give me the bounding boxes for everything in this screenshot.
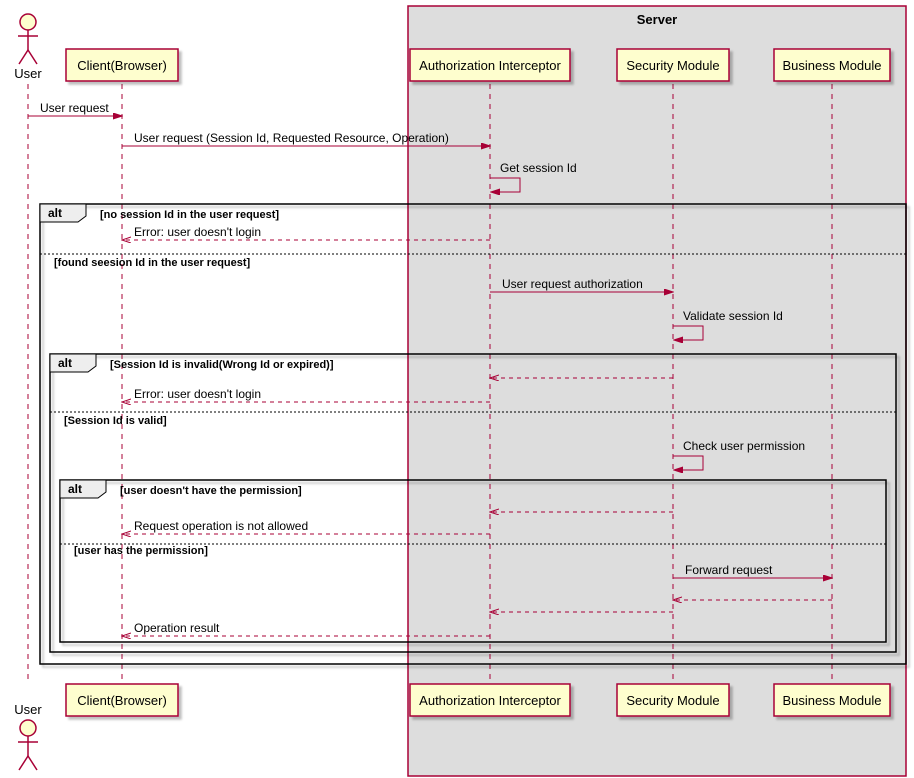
alt-tab-0 [40,204,86,222]
message-label-14: Operation result [134,621,220,635]
message-label-10: Request operation is not allowed [134,519,308,533]
participant-label: Client(Browser) [77,693,167,708]
server-box-title: Server [637,12,677,27]
actor-head [20,720,36,736]
alt-tab-1 [50,354,96,372]
actor-label: User [14,66,42,81]
message-label-8: Check user permission [683,439,805,453]
message-label-4: User request authorization [502,277,643,291]
participant-label: Security Module [626,58,719,73]
actor-label: User [14,702,42,717]
alt-guard-2-0: [user doesn't have the permission] [120,485,302,497]
participant-label: Business Module [783,693,882,708]
message-label-0: User request [40,101,109,115]
participant-label: Business Module [783,58,882,73]
alt-label-0: alt [48,206,62,220]
alt-guard-0-1: [found seesion Id in the user request] [54,257,251,269]
message-label-3: Error: user doesn't login [134,225,261,239]
participant-label: Authorization Interceptor [419,58,561,73]
alt-label-1: alt [58,356,72,370]
message-label-5: Validate session Id [683,309,783,323]
alt-guard-0-0: [no session Id in the user request] [100,209,279,221]
server-box [408,6,906,776]
actor-head [20,14,36,30]
message-label-1: User request (Session Id, Requested Reso… [134,131,449,145]
participant-label: Authorization Interceptor [419,693,561,708]
alt-tab-2 [60,480,106,498]
alt-guard-2-1: [user has the permission] [74,545,208,557]
message-label-7: Error: user doesn't login [134,387,261,401]
alt-guard-1-0: [Session Id is invalid(Wrong Id or expir… [110,359,334,371]
message-label-2: Get session Id [500,161,577,175]
participant-label: Client(Browser) [77,58,167,73]
alt-guard-1-1: [Session Id is valid] [64,415,167,427]
participant-label: Security Module [626,693,719,708]
message-label-11: Forward request [685,563,773,577]
sequence-diagram: Server alt [no session Id in the user requ… [0,0,914,778]
alt-label-2: alt [68,482,82,496]
